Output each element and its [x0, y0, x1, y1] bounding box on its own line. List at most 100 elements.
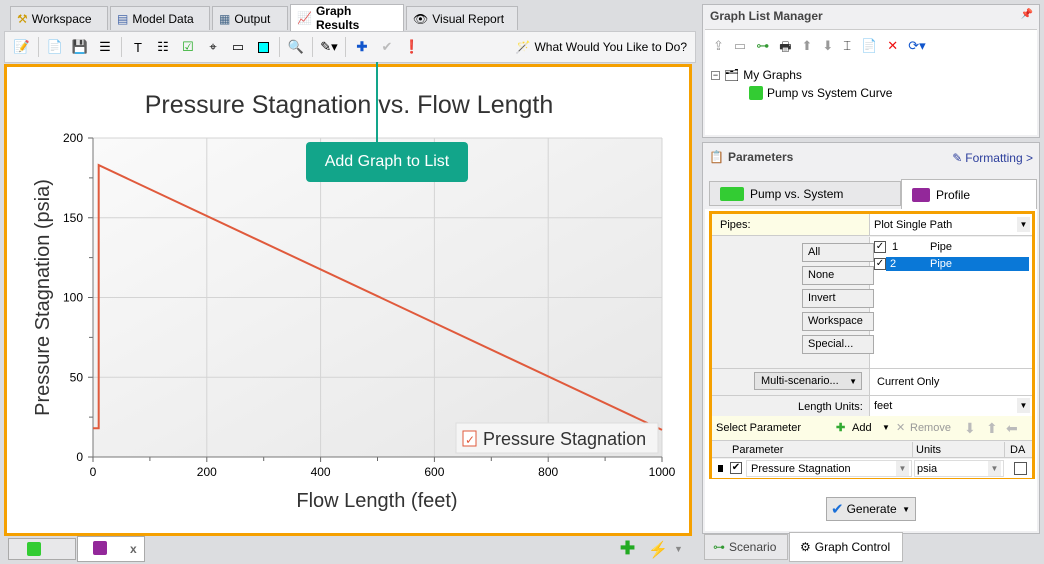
close-tab-button[interactable]: x — [130, 542, 137, 556]
remove-button[interactable]: Remove — [910, 422, 951, 434]
pin-icon[interactable]: 📌 — [1020, 9, 1033, 20]
add-graph-icon[interactable]: ✚ — [620, 538, 636, 558]
tab-visual-report[interactable]: 👁 Visual Report — [406, 6, 518, 30]
lightning-icon[interactable]: ⚡ — [648, 542, 668, 559]
export-icon[interactable]: 💾 — [71, 39, 89, 54]
remove-icon: ✕ — [896, 422, 906, 434]
tab-output[interactable]: ▦ Output — [212, 6, 288, 30]
units-select[interactable]: psia ▼ — [914, 460, 1004, 477]
parameter-table-header: Parameter Units DA — [712, 442, 1032, 458]
add-icon[interactable]: ✚ — [836, 422, 846, 434]
invert-button[interactable]: Invert — [802, 289, 874, 308]
y-tick-label: 150 — [63, 211, 83, 225]
special-button[interactable]: Special... — [802, 335, 874, 354]
all-button[interactable]: All — [802, 243, 874, 262]
color-icon[interactable] — [254, 38, 272, 56]
legend-check-icon: ✓ — [465, 433, 475, 447]
series-line — [93, 163, 663, 431]
down-arrow-icon[interactable]: ⬇ — [822, 38, 834, 53]
y-tick-label: 100 — [63, 291, 83, 305]
up-arrow-icon[interactable]: ⬆ — [801, 38, 813, 53]
tab-profile[interactable]: Profile — [901, 179, 1037, 209]
parameters-icon: 📋 — [709, 150, 724, 164]
tab-model-data[interactable]: ▤ Model Data — [110, 6, 210, 30]
graph-purple-icon — [912, 187, 930, 202]
chevron-down-icon: ▼ — [896, 461, 909, 476]
length-units-select[interactable]: feet ▼ — [869, 396, 1032, 416]
da-checkbox[interactable] — [1014, 462, 1027, 475]
add-graph-to-list-icon[interactable]: ✚ — [356, 39, 368, 54]
checkbox[interactable]: ✓ — [874, 241, 886, 253]
graph-purple-icon — [93, 541, 107, 555]
x-tick-label: 400 — [311, 465, 331, 479]
zoom-icon[interactable]: 🔍 — [287, 39, 305, 54]
tab-graph-results[interactable]: 📈 Graph Results — [290, 4, 404, 32]
x-tick-label: 1000 — [649, 465, 676, 479]
table-row[interactable]: ✔ Pressure Stagnation ▼ psia ▼ — [712, 459, 1032, 478]
wizard-icon: 🪄 — [515, 40, 531, 54]
none-button[interactable]: None — [802, 266, 874, 285]
table-icon: ▦ — [219, 11, 231, 26]
slider-icon[interactable]: ▭ — [231, 39, 245, 54]
chevron-down-icon: ▼ — [1017, 217, 1030, 232]
pipe-item[interactable]: ✓ 2 Pipe — [874, 257, 1029, 271]
checkbox[interactable]: ✔ — [730, 462, 742, 474]
copy-icon[interactable]: 📄 — [861, 38, 878, 53]
tree-icon[interactable]: ⊶ — [756, 38, 770, 53]
graph-tab-2[interactable]: x — [77, 536, 145, 562]
generate-button[interactable]: ✔ Generate ▼ — [826, 497, 916, 521]
chevron-down-icon: ▼ — [1017, 398, 1030, 413]
add-button[interactable]: Add — [852, 422, 872, 434]
print-icon[interactable]: 🖶 — [779, 39, 792, 54]
help-button[interactable]: 🪄 What Would You Like to Do? — [515, 40, 688, 54]
pipes-select[interactable]: Plot Single Path ▼ — [869, 214, 1032, 236]
legend-label: Pressure Stagnation — [483, 429, 646, 449]
rename-icon[interactable]: ⌶ — [843, 38, 852, 53]
add-dropdown-icon[interactable]: ▼ — [882, 423, 890, 432]
notebook-icon: ▤ — [117, 11, 129, 26]
formatting-link[interactable]: ✎ Formatting > — [952, 151, 1033, 165]
graph-area: 0 200 400 600 800 1000 0 50 100 150 200 Pressure St… — [4, 64, 692, 536]
graph-list-manager: Graph List Manager 📌 ⇪ ▭ ⊶ 🖶 ⬆ ⬇ ⌶ 📄 ✕ ⟳▾ − 🗂 My Gr… — [702, 4, 1040, 138]
y-tick-label: 50 — [70, 370, 84, 384]
move-left-icon[interactable]: ⬅ — [1006, 420, 1018, 436]
folder-up-icon[interactable]: ⇪ — [713, 38, 724, 53]
tree-root[interactable]: − 🗂 My Graphs — [711, 68, 802, 82]
refresh-icon[interactable]: ⟳▾ — [908, 38, 926, 53]
y-axis-label: Pressure Stagnation (psia) — [32, 179, 54, 416]
tree-item-pump-vs-system[interactable]: Pump vs System Curve — [749, 86, 892, 100]
tab-graph-control[interactable]: ⚙ Graph Control — [789, 532, 903, 562]
tab-scenario[interactable]: ⊶ Scenario — [704, 534, 788, 560]
chart-title: Pressure Stagnation vs. Flow Length — [145, 91, 554, 119]
workspace-button[interactable]: Workspace — [802, 312, 874, 331]
dropdown-icon[interactable]: ▼ — [674, 544, 683, 554]
copy-icon[interactable]: 📄 — [46, 39, 64, 54]
data-table-icon[interactable]: ☰ — [99, 39, 111, 54]
add-text-icon[interactable]: T — [134, 39, 142, 55]
move-down-icon[interactable]: ⬇ — [964, 420, 976, 436]
pipe-list: ✓ 1 Pipe ✓ 2 Pipe — [869, 237, 1032, 368]
pipe-item[interactable]: ✓ 1 Pipe — [874, 241, 953, 253]
tab-workspace[interactable]: ⚒ Workspace — [10, 6, 108, 30]
scenario-icon: ⊶ — [713, 540, 725, 554]
x-axis-label: Flow Length (feet) — [296, 490, 457, 512]
checkbox[interactable]: ✓ — [874, 258, 886, 270]
edit-icon[interactable]: 📝 — [13, 39, 31, 54]
graph-alert-icon[interactable]: ❗ — [403, 39, 421, 54]
checkbox-icon[interactable]: ☑ — [182, 39, 194, 54]
formatting-icon[interactable]: ✎▾ — [320, 39, 338, 54]
parameter-select[interactable]: Pressure Stagnation ▼ — [746, 460, 912, 477]
glm-toolbar: ⇪ ▭ ⊶ 🖶 ⬆ ⬇ ⌶ 📄 ✕ ⟳▾ — [705, 30, 1037, 68]
crosshair-icon[interactable]: ⌖ — [209, 39, 217, 54]
tab-pump-vs-system[interactable]: Pump vs. System — [709, 181, 901, 206]
multi-scenario-dropdown[interactable]: Multi-scenario... ▼ — [754, 372, 862, 390]
move-up-icon[interactable]: ⬆ — [986, 420, 998, 436]
update-graph-icon[interactable]: ✔ — [381, 39, 393, 54]
stack-icon[interactable]: ▭ — [733, 38, 747, 53]
x-tick-label: 0 — [90, 465, 97, 479]
graph-tab-1[interactable] — [8, 538, 76, 560]
chart: 0 200 400 600 800 1000 0 50 100 150 200 Pressure St… — [32, 91, 676, 512]
legend-icon[interactable]: ☷ — [157, 39, 169, 54]
profile-settings: Pipes: Plot Single Path ▼ ✓ 1 Pipe ✓ 2 Pipe A… — [709, 211, 1035, 479]
delete-icon[interactable]: ✕ — [887, 38, 899, 53]
